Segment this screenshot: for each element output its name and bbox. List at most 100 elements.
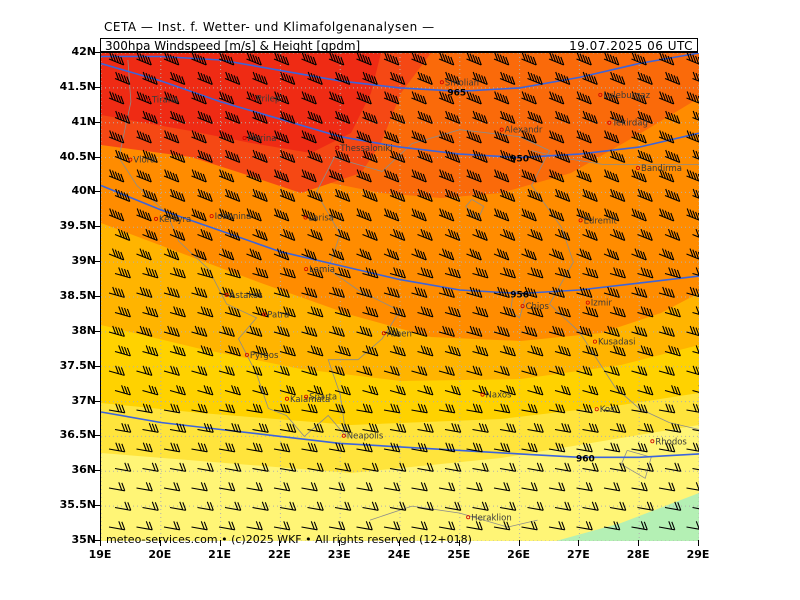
latitude-label: 39.5N [59, 219, 96, 233]
longitude-tick [638, 540, 640, 546]
place-label: Bandirma [641, 164, 682, 174]
latitude-tick [94, 470, 100, 472]
wind-barbs [108, 53, 699, 531]
place-label: Athen [387, 329, 412, 339]
longitude-label: 23E [327, 548, 351, 561]
latitude-tick [94, 52, 100, 53]
longitude-label: 28E [626, 548, 650, 561]
latitude-tick [94, 121, 100, 123]
place-marker [499, 127, 504, 132]
latitude-label: 42N [71, 45, 96, 58]
longitude-label: 29E [686, 548, 710, 561]
height-contours: 950 956 960 965 [101, 53, 699, 464]
latitude-label: 35N [71, 533, 96, 546]
chart-info-bar: 300hpa Windspeed [m/s] & Height [gpdm] 1… [100, 38, 698, 53]
longitude-tick [458, 540, 460, 546]
place-label: Kusadasi [598, 338, 636, 348]
latitude-tick [94, 156, 100, 158]
latitude-label: 39N [71, 254, 96, 268]
latitude-label: 37.5N [59, 358, 96, 372]
latitude-label: 36N [71, 463, 96, 477]
place-marker [439, 80, 444, 85]
latitude-tick [94, 226, 100, 228]
place-label: Vlora [133, 156, 155, 166]
longitude-label: 27E [566, 548, 590, 561]
place-label: Edremit [584, 216, 618, 226]
place-marker [480, 392, 485, 397]
place-label: Alexandr [505, 126, 543, 136]
weather-map: 950 956 960 965 Tirana Prilep Smolian Luleburg… [100, 52, 699, 541]
longitude-tick [219, 540, 221, 546]
place-label: Izmir [591, 299, 613, 309]
longitude-tick [399, 540, 400, 546]
chart-header-title: CETA — Inst. f. Wetter- und Klimafolgena… [104, 20, 435, 34]
longitude-tick [518, 540, 520, 546]
place-label: Kalamata [290, 395, 330, 405]
coastline [465, 199, 485, 222]
place-marker [636, 166, 641, 171]
place-marker [209, 214, 214, 219]
longitude-tick [339, 540, 341, 546]
longitude-label: 20E [148, 548, 172, 561]
field-description: 300hpa Windspeed [m/s] & Height [gpdm] [105, 39, 361, 53]
place-marker [598, 92, 603, 97]
place-marker [585, 300, 590, 305]
place-label: Tirana [151, 96, 179, 106]
place-marker [303, 215, 308, 220]
copyright-footer: meteo-services.com • (c)2025 WKF • All r… [106, 533, 472, 546]
place-marker [466, 515, 471, 520]
height-contour-line [101, 53, 699, 93]
place-label: Kerkyra [159, 215, 191, 225]
place-marker [341, 433, 346, 438]
latitude-label: 40.5N [59, 149, 96, 163]
place-label: Luleburgaz [603, 91, 650, 101]
place-label: Kos [600, 405, 615, 415]
place-marker [244, 352, 249, 357]
place-label: Tekirdag [611, 119, 648, 129]
place-label: Astakos [230, 291, 264, 301]
latitude-tick [94, 296, 100, 297]
latitude-label: 41.5N [59, 79, 96, 93]
place-marker [128, 157, 133, 162]
place-marker [520, 304, 525, 309]
latitude-label: 37N [71, 393, 96, 407]
latitude-label: 41N [71, 114, 96, 128]
place-marker [594, 407, 599, 412]
place-marker [146, 97, 151, 102]
place-marker [381, 331, 386, 336]
longitude-label: 26E [507, 548, 531, 561]
place-label: Thessaloniki [339, 144, 392, 154]
latitude-tick [94, 86, 100, 88]
height-contour-line [101, 62, 699, 159]
longitude-tick [159, 540, 161, 546]
wind-band-pale-yellow [101, 425, 699, 541]
place-label: Rhodos [655, 437, 687, 447]
place-label: Naxos [486, 391, 513, 401]
longitude-label: 22E [267, 548, 291, 561]
height-contour-line [101, 184, 699, 295]
coastline [369, 505, 538, 528]
place-label: Larisa [309, 214, 334, 224]
place-labels: Tirana Prilep Smolian Luleburgaz Alexandr Tek… [128, 78, 687, 523]
latitude-tick [94, 400, 100, 402]
place-marker [650, 439, 655, 444]
place-marker [242, 136, 247, 141]
latitude-label: 35.5N [59, 498, 96, 512]
height-contour-label: 950 [510, 155, 529, 165]
height-contour-line [101, 411, 699, 459]
longitude-tick [698, 540, 699, 546]
latitude-tick [94, 191, 100, 193]
height-contour-label: 965 [447, 88, 466, 98]
wind-band-light-green [556, 493, 699, 541]
place-marker [578, 218, 583, 223]
place-label: Ioannina [215, 212, 252, 222]
latitude-tick [94, 365, 100, 367]
coastline [510, 289, 527, 319]
longitude-tick [578, 540, 580, 546]
place-label: Patra [267, 310, 289, 320]
latitude-label: 38.5N [59, 289, 96, 302]
valid-datetime: 19.07.2025 06 UTC [569, 39, 693, 53]
latitude-tick [94, 435, 100, 437]
latitude-label: 38N [71, 323, 96, 337]
place-marker [262, 312, 267, 317]
